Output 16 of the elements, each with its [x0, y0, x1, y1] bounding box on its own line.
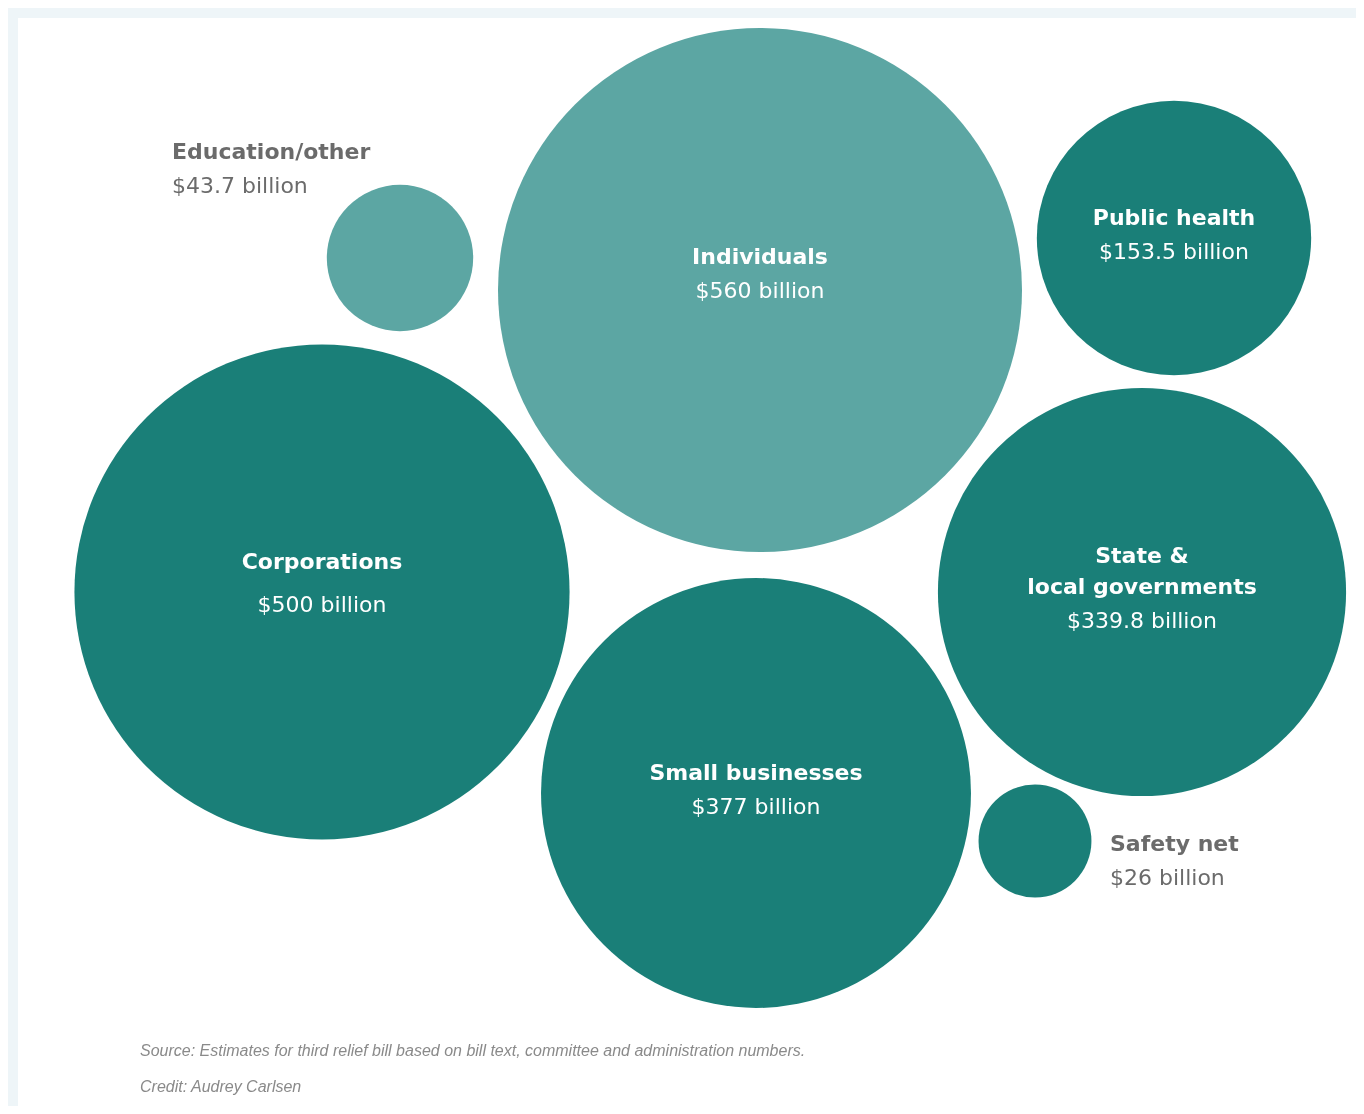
data-label: $560 billion: [695, 278, 825, 303]
data-label: $153.5 billion: [1099, 239, 1249, 264]
data-label: $377 billion: [691, 794, 821, 819]
data-label: $500 billion: [257, 592, 387, 617]
data-label: $26 billion: [1110, 865, 1225, 890]
category-label: Corporations: [241, 549, 403, 574]
source-note: Source: Estimates for third relief bill based on bill text, committee and administration numbers.: [140, 1042, 806, 1059]
category-label: Public health: [1092, 205, 1256, 230]
data-label: $43.7 billion: [172, 173, 308, 198]
category-label: State & local governments: [1027, 543, 1257, 599]
text: Credit: Audrey Carlsen: [140, 1078, 302, 1095]
data-label: $339.8 billion: [1067, 608, 1217, 633]
category-label: Small businesses: [649, 760, 863, 785]
category-label: Individuals: [692, 244, 828, 269]
category-label: Education/other: [172, 139, 371, 164]
category-label: Safety net: [1110, 831, 1240, 856]
